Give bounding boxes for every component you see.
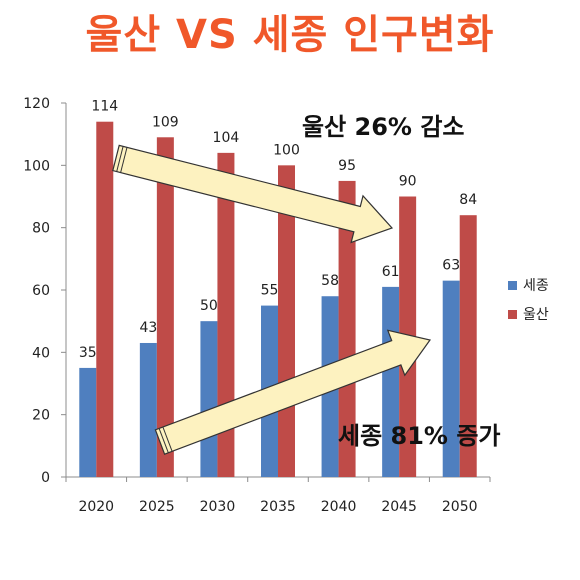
x-tick-label: 2030 [200,499,236,515]
data-label: 100 [273,142,300,158]
x-tick-label: 2025 [139,499,175,515]
arrows [112,144,432,455]
arrow-up-notch [158,428,169,453]
data-label: 35 [79,345,97,361]
bar-ulsan [96,121,114,477]
arrow-up [154,329,432,455]
bar-ulsan [156,137,174,478]
bar-sejong [200,321,218,477]
y-tick-label: 20 [32,408,50,424]
arrow-up-notch [162,426,173,452]
bar-ulsan [338,180,356,477]
bar-sejong [79,367,97,477]
data-label: 55 [261,283,279,299]
bar-sejong [442,280,460,477]
legend-swatch [508,310,517,319]
x-tick-label: 2050 [442,499,478,515]
data-label: 50 [200,298,218,314]
arrow-down-notch [120,147,128,173]
data-label: 109 [152,114,179,130]
data-labels: 35 43 50 55 58 61 63 114 109 104 100 95 90 84 [79,99,477,361]
data-label: 63 [442,258,460,274]
y-tick-label: 100 [23,158,50,174]
arrow-down-notch [116,146,124,172]
data-label: 58 [321,273,339,289]
y-tick-label: 80 [32,221,50,237]
y-tick-label: 60 [32,283,50,299]
y-tick-label: 40 [32,345,50,361]
bar-ulsan [217,152,235,477]
annotation-sejong: 세종 81% 증가 [338,422,500,450]
data-label: 104 [213,130,240,146]
y-tick-label: 0 [41,470,50,486]
legend-swatch [508,281,517,290]
legend-label: 세종 [523,278,549,294]
data-label: 84 [459,192,477,208]
data-label: 114 [91,99,118,115]
arrow-down [112,144,394,244]
x-tick-label: 2035 [260,499,296,515]
legend-label: 울산 [523,307,549,323]
chart-title: 울산 VS 세종 인구변화 [85,12,495,58]
bar-sejong [139,342,157,477]
data-label: 43 [139,320,157,336]
data-label: 90 [399,174,417,190]
x-tick-label: 2045 [381,499,417,515]
x-tick-label: 2020 [78,499,114,515]
data-label: 95 [338,158,356,174]
y-tick-label: 120 [23,96,50,112]
bar-ulsan [459,215,477,477]
x-tick-label: 2040 [321,499,357,515]
data-label: 61 [382,264,400,280]
annotation-ulsan: 울산 26% 감소 [302,113,464,141]
